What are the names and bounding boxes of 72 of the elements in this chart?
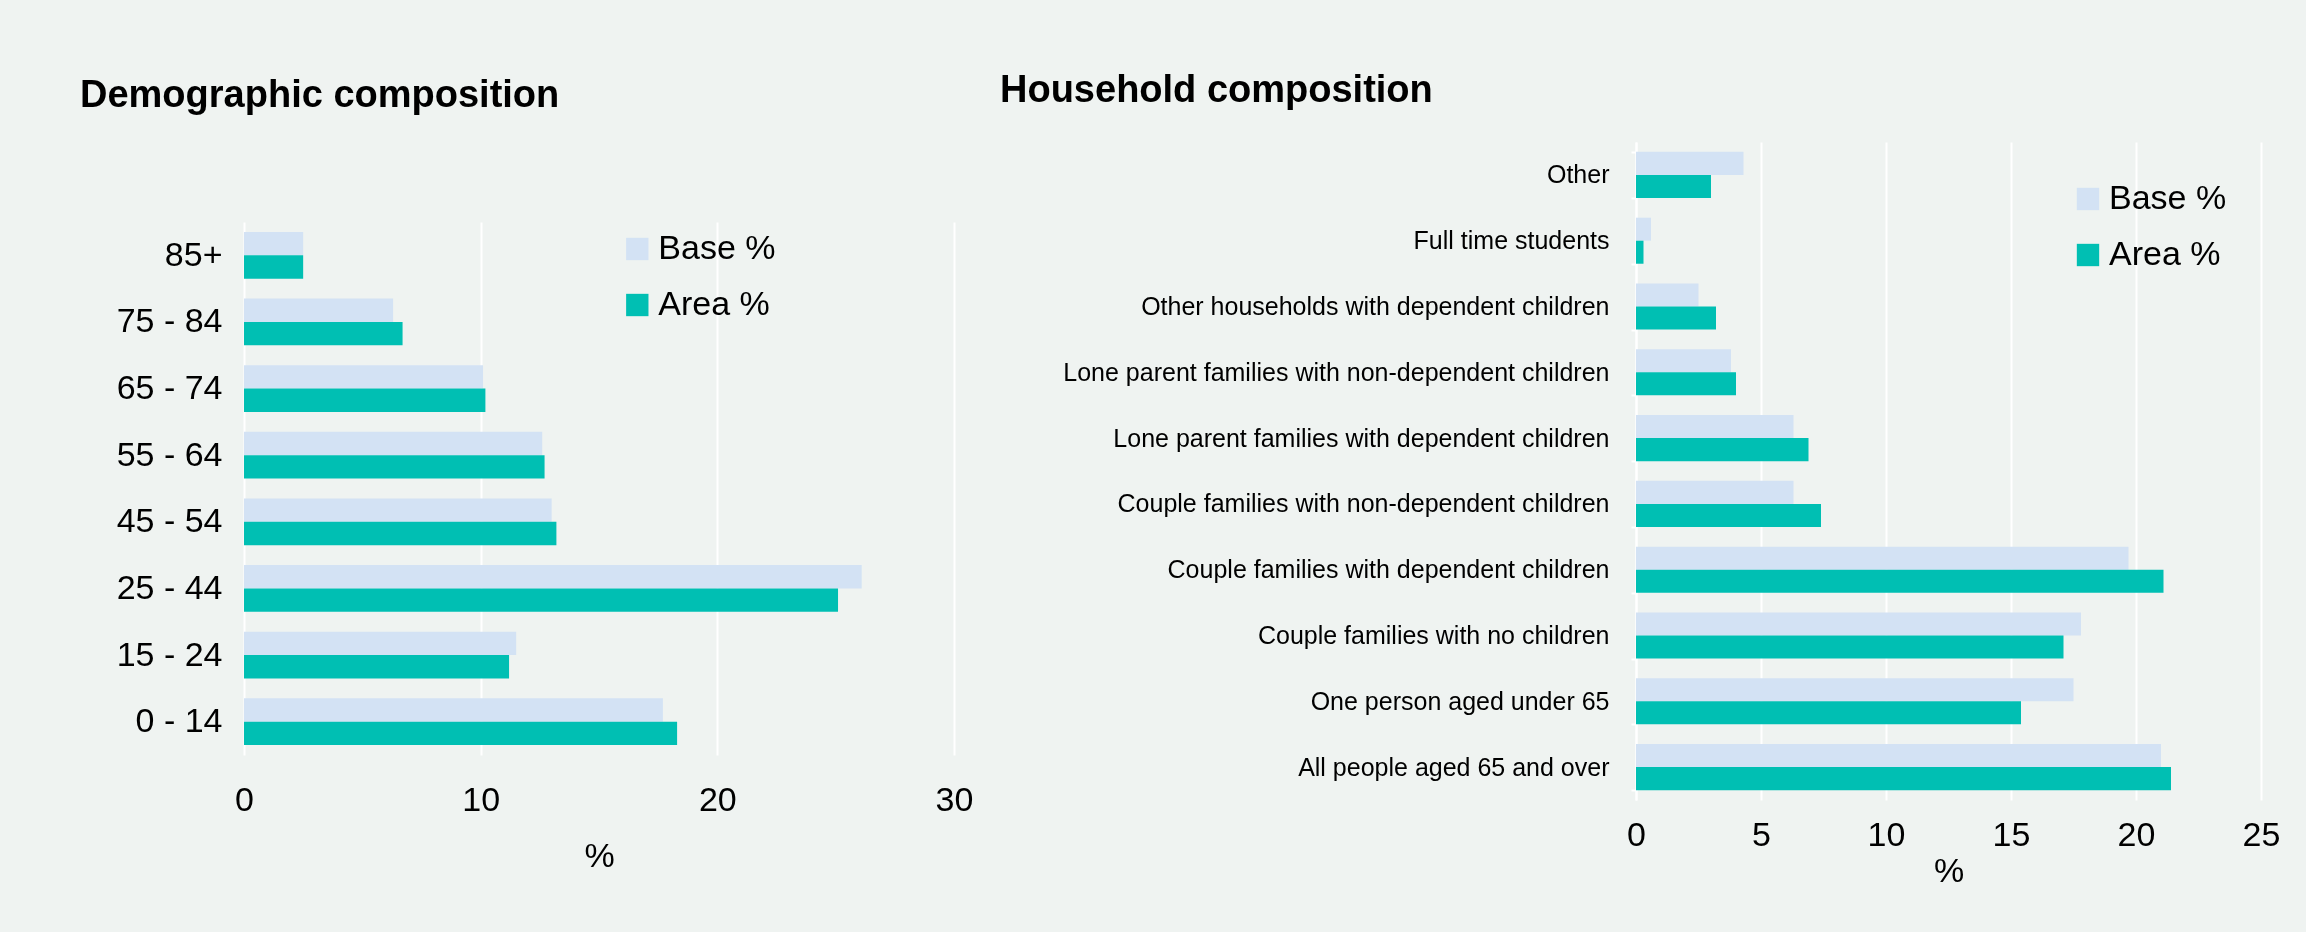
y-tick-label: 15 - 24 xyxy=(116,634,223,673)
bar xyxy=(244,321,403,346)
x-tick-label: 20 xyxy=(2117,814,2156,853)
bar xyxy=(244,588,839,612)
bar xyxy=(244,455,545,479)
bar xyxy=(1636,503,1821,527)
bar xyxy=(1636,240,1644,264)
y-tick-label: Lone parent families with non-dependent children xyxy=(1063,357,1610,386)
bar xyxy=(1636,744,2161,768)
x-tick-label: 25 xyxy=(2242,814,2281,853)
y-tick-label: 45 - 54 xyxy=(116,501,223,540)
y-tick-label: Couple families with non-dependent children xyxy=(1117,489,1610,518)
x-tick-label: 20 xyxy=(698,779,737,818)
bar xyxy=(244,521,557,546)
y-tick-label: 55 - 64 xyxy=(116,434,223,473)
bar xyxy=(1636,151,1744,175)
x-axis-title: % xyxy=(1933,850,1965,889)
y-tick-label: 65 - 74 xyxy=(116,368,223,407)
y-tick-label: All people aged 65 and over xyxy=(1298,752,1610,781)
bar xyxy=(1636,372,1736,396)
bar xyxy=(244,721,678,746)
bar xyxy=(1636,612,2081,636)
bar xyxy=(1636,546,2129,570)
bar xyxy=(1636,438,1809,462)
bar xyxy=(244,231,304,256)
x-tick-label: 0 xyxy=(235,779,254,818)
y-tick-label: Lone parent families with dependent children xyxy=(1113,423,1610,452)
y-tick-label: 25 - 44 xyxy=(116,567,223,606)
bar xyxy=(244,565,862,589)
bar xyxy=(1636,701,2021,725)
bar xyxy=(1636,415,1794,439)
legend-label: Area % xyxy=(2109,234,2221,272)
chart-title: Demographic composition xyxy=(80,73,560,115)
y-tick-label: Full time students xyxy=(1413,226,1610,255)
bar xyxy=(244,388,486,412)
y-tick-label: Other xyxy=(1546,160,1610,189)
legend-label: Base % xyxy=(2109,178,2227,216)
bar xyxy=(244,498,552,522)
x-tick-label: 30 xyxy=(935,779,974,818)
bar xyxy=(244,298,394,322)
y-tick-label: Couple families with no children xyxy=(1257,621,1610,649)
y-tick-label: 75 - 84 xyxy=(116,301,223,340)
bar xyxy=(244,431,543,456)
bar xyxy=(244,255,304,279)
bar xyxy=(244,698,663,722)
bar xyxy=(1636,767,2171,791)
bar xyxy=(1636,174,1711,198)
bar xyxy=(1636,569,2164,593)
x-tick-label: 0 xyxy=(1627,814,1646,853)
bar xyxy=(244,365,484,389)
x-tick-label: 10 xyxy=(462,779,501,818)
bar xyxy=(244,631,517,656)
text: Household composition xyxy=(1000,68,1433,110)
bar xyxy=(244,655,510,679)
bar xyxy=(1636,306,1716,330)
y-tick-label: Couple families with dependent children xyxy=(1167,555,1610,584)
bar xyxy=(1636,217,1651,241)
bar xyxy=(1636,635,2064,659)
y-tick-label: Other households with dependent children xyxy=(1141,292,1610,320)
bar xyxy=(1636,283,1699,307)
x-tick-label: 10 xyxy=(1867,814,1906,853)
x-tick-label: 5 xyxy=(1752,814,1771,853)
x-axis-title: % xyxy=(584,835,615,874)
y-tick-label: 0 - 14 xyxy=(135,701,223,740)
bar xyxy=(1636,349,1731,373)
bar xyxy=(1636,678,2074,702)
y-tick-label: One person aged under 65 xyxy=(1310,686,1610,715)
legend-label: Base % xyxy=(658,228,776,266)
y-tick-label: 85+ xyxy=(164,234,223,273)
legend-label: Area % xyxy=(658,284,770,322)
bar xyxy=(1636,480,1794,504)
x-tick-label: 15 xyxy=(1992,814,2031,853)
